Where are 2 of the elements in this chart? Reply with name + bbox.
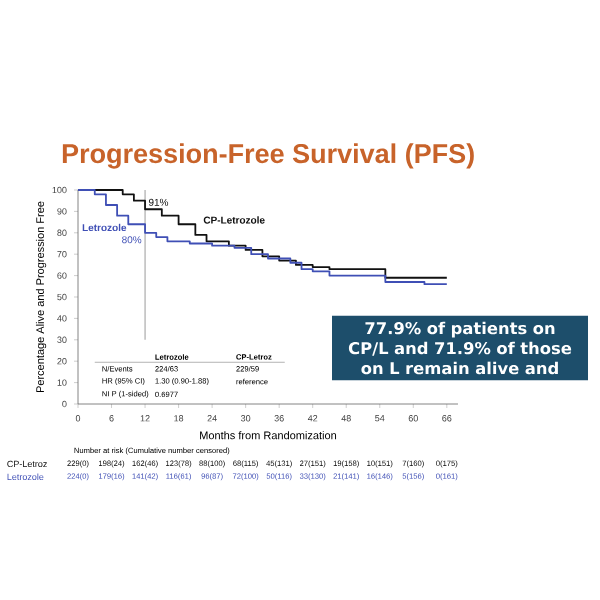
chart-title: Progression-Free Survival (PFS) xyxy=(62,143,474,169)
annotation: 77.9% of patients on CP/L and 71.9% of those on L remain alive and xyxy=(348,321,572,375)
